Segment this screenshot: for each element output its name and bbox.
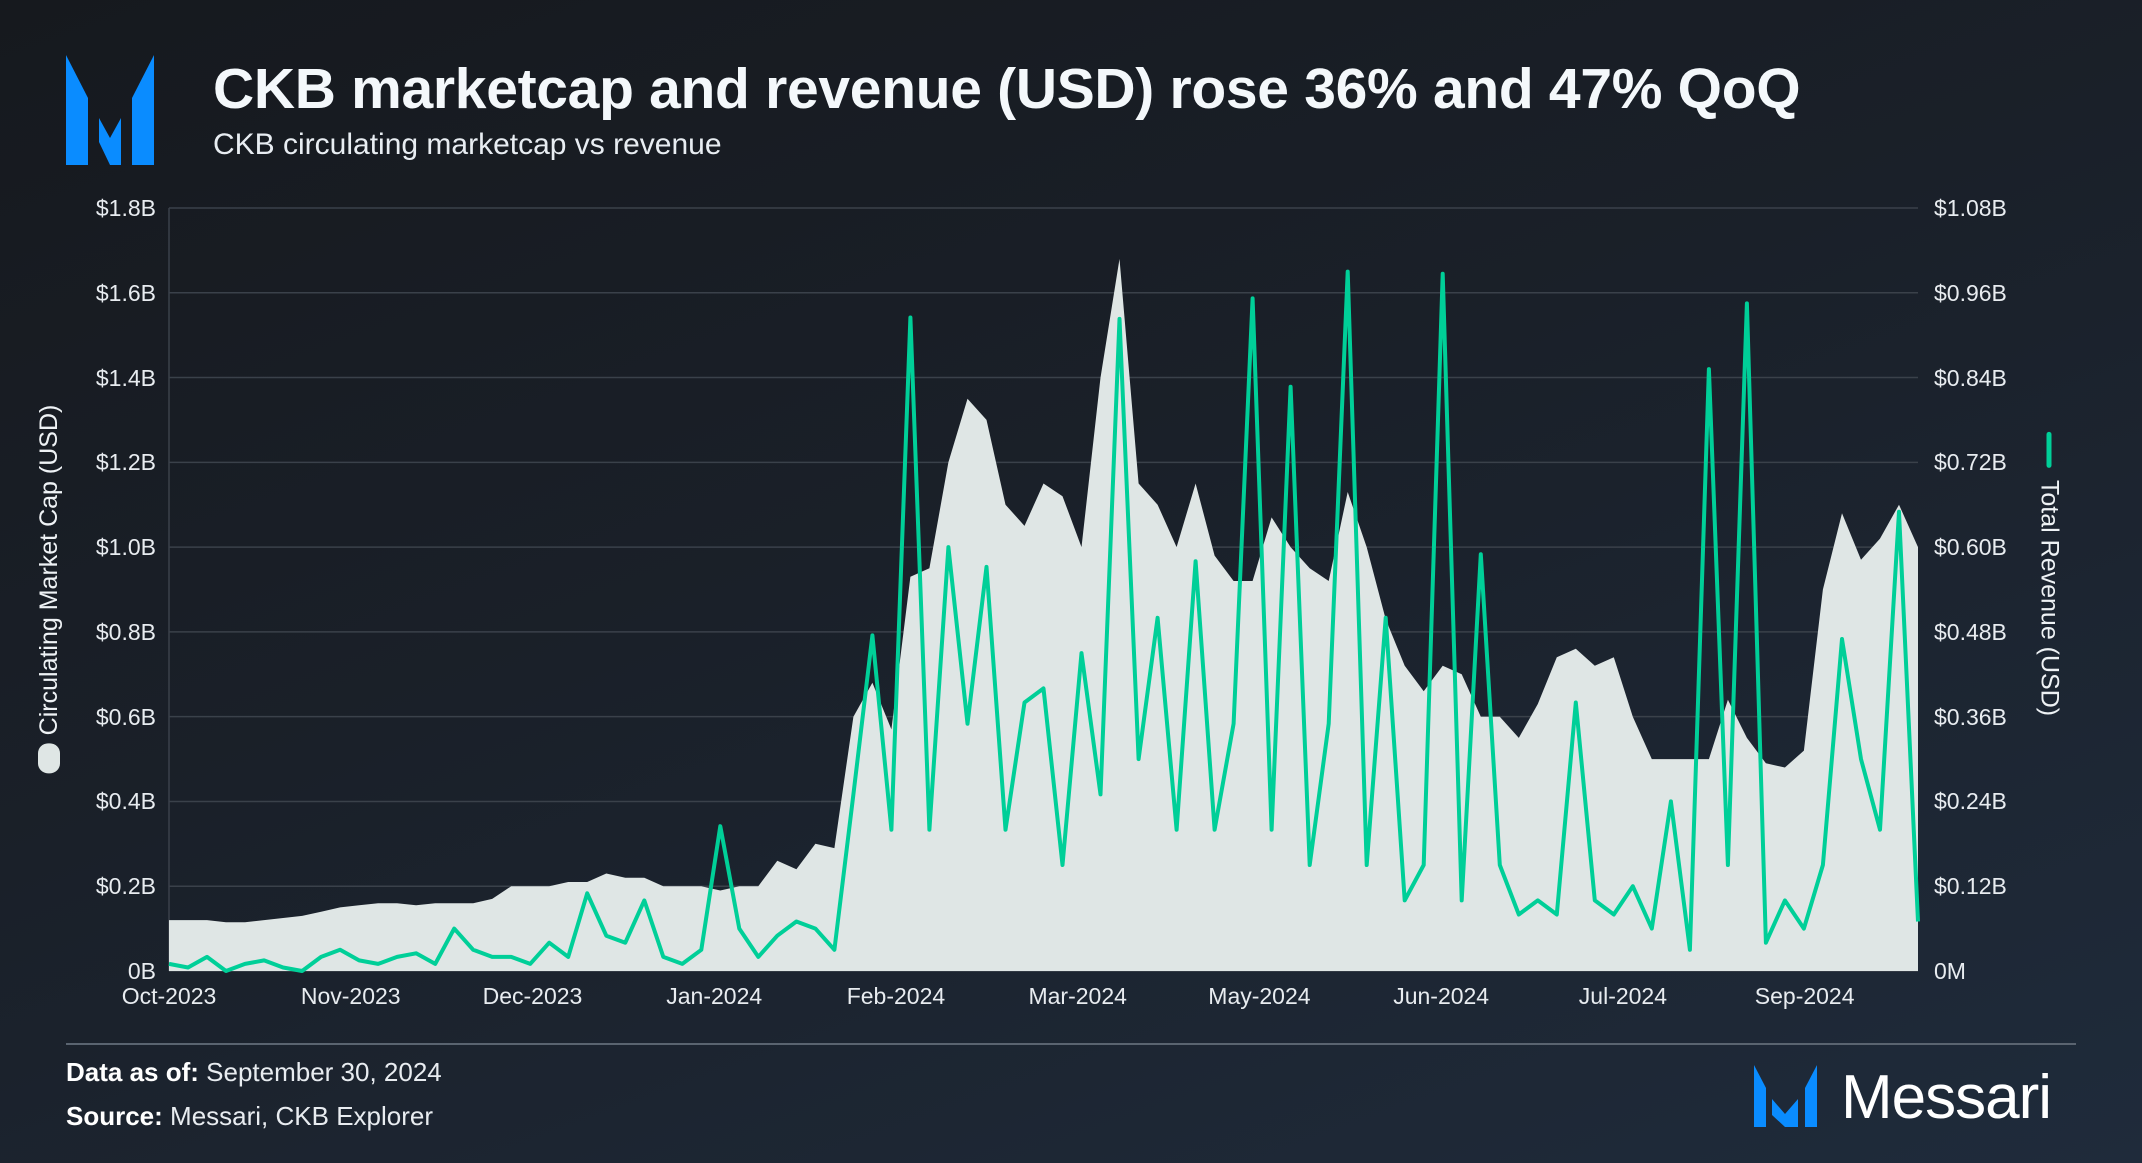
right-axis-tick: $0.12B <box>1934 873 2007 900</box>
left-axis-tick: $1.2B <box>95 449 156 476</box>
marketcap-legend-marker <box>38 743 60 774</box>
right-axis-tick: $0.60B <box>1934 534 2007 561</box>
source: Source: Messari, CKB Explorer <box>66 1101 433 1132</box>
x-axis-tick: Oct-2023 <box>121 983 217 1009</box>
revenue-legend-marker <box>2046 431 2052 468</box>
data-as-of-label: Data as of: <box>66 1057 199 1087</box>
right-axis-tick: $0.72B <box>1934 449 2007 476</box>
x-axis-tick: Nov-2023 <box>300 983 401 1009</box>
source-label: Source: <box>66 1101 163 1131</box>
right-axis-tick: $0.96B <box>1934 279 2007 306</box>
x-axis-tick: Jul-2024 <box>1578 983 1668 1009</box>
left-axis-title: Circulating Market Cap (USD) <box>34 404 64 774</box>
right-axis-tick: $0.24B <box>1934 788 2007 815</box>
chart-subtitle: CKB circulating marketcap vs revenue <box>213 128 722 161</box>
x-axis-tick: Jun-2024 <box>1393 983 1490 1009</box>
left-axis-tick: $1.4B <box>95 364 156 391</box>
left-axis-tick: $0.2B <box>95 873 156 900</box>
right-axis-title: Total Revenue (USD) <box>2035 431 2064 717</box>
left-axis-tick: $1.6B <box>95 279 156 306</box>
x-axis-tick: May-2024 <box>1208 983 1311 1009</box>
left-axis-label: Circulating Market Cap (USD) <box>34 404 63 736</box>
x-axis-tick: Mar-2024 <box>1028 983 1127 1009</box>
left-axis-tick: $0.4B <box>95 788 156 815</box>
left-axis-tick: $0.6B <box>95 703 156 730</box>
brand-wordmark: Messari <box>1841 1063 2052 1132</box>
x-axis-tick: Jan-2024 <box>666 983 763 1009</box>
x-axis-tick: Dec-2023 <box>482 983 583 1009</box>
source-value: Messari, CKB Explorer <box>170 1101 434 1131</box>
chart-title: CKB marketcap and revenue (USD) rose 36%… <box>213 57 1801 121</box>
right-axis-tick: 0M <box>1934 958 1966 984</box>
right-axis-tick: $0.36B <box>1934 703 2007 730</box>
left-axis-tick: 0B <box>127 958 156 984</box>
left-axis-tick: $1.8B <box>95 195 156 221</box>
left-axis-tick: $1.0B <box>95 534 156 561</box>
x-axis-tick: Feb-2024 <box>846 983 946 1009</box>
right-axis-tick: $0.84B <box>1934 364 2007 391</box>
right-axis-tick: $0.48B <box>1934 618 2007 645</box>
messari-logo-icon <box>66 55 154 165</box>
marketcap-area <box>169 258 1918 971</box>
right-axis-tick: $1.08B <box>1934 195 2007 221</box>
data-as-of-value: September 30, 2024 <box>206 1057 442 1087</box>
x-axis-tick: Sep-2024 <box>1754 983 1855 1009</box>
revenue-line <box>168 269 1920 973</box>
right-axis-label: Total Revenue (USD) <box>2035 479 2064 717</box>
data-as-of: Data as of: September 30, 2024 <box>66 1057 442 1088</box>
left-axis-tick: $0.8B <box>95 618 156 645</box>
messari-brand-icon <box>1754 1065 1817 1127</box>
